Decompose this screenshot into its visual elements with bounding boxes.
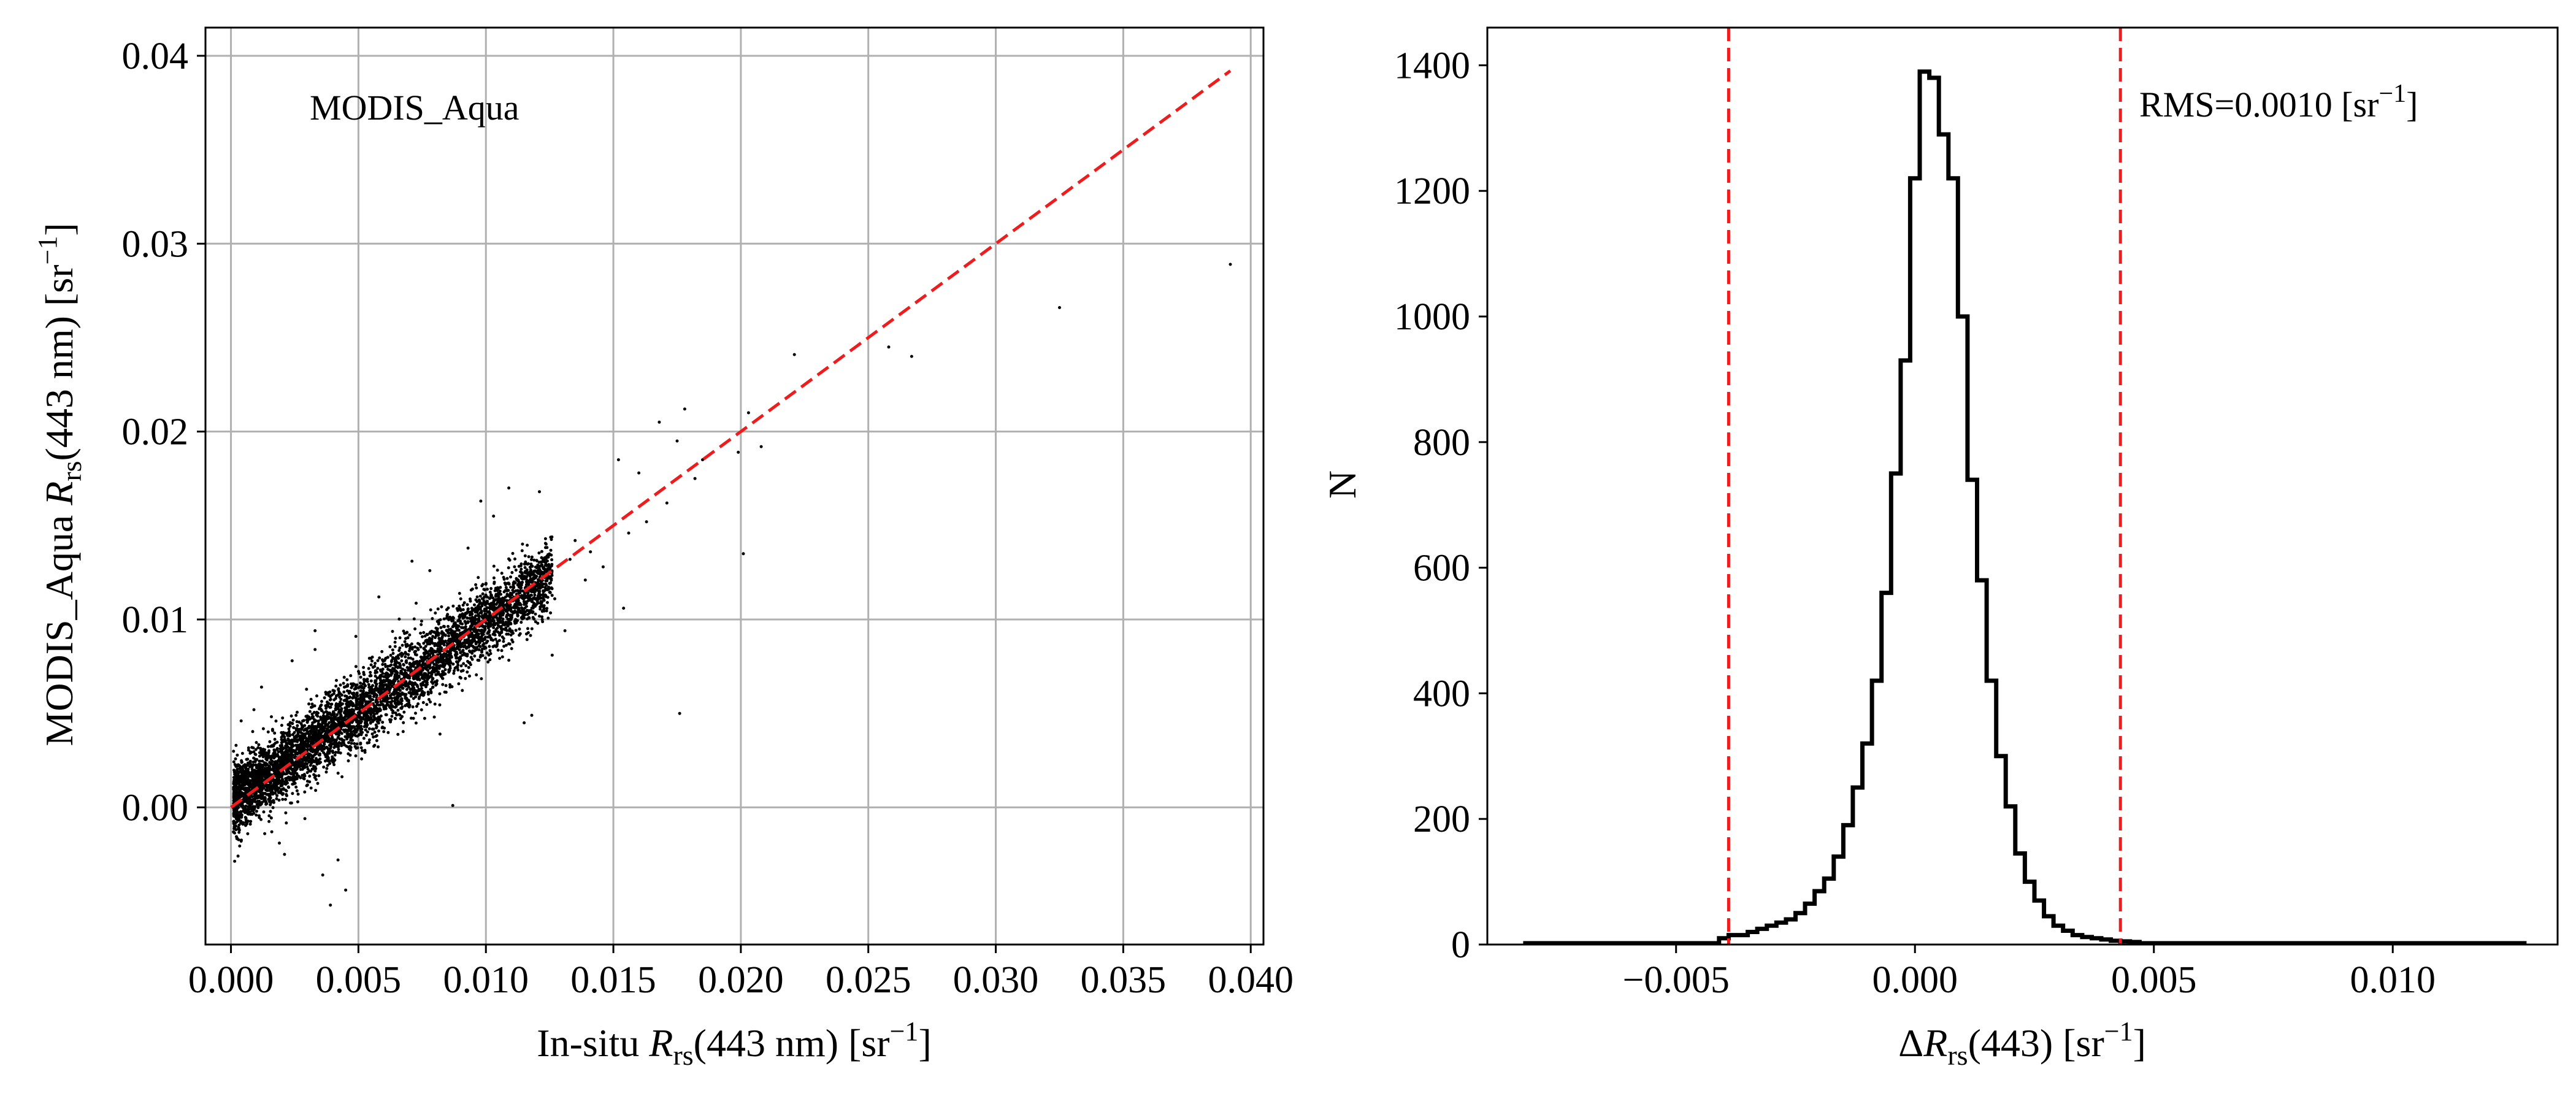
x-tick-label: 0.005	[316, 959, 402, 1001]
y-tick-label: 0.02	[122, 412, 189, 453]
y-tick-label: 0.01	[122, 599, 189, 641]
histogram-y-axis-label: N	[1321, 470, 1364, 499]
x-tick-label: −0.005	[1622, 959, 1729, 1001]
x-tick-label: 0.025	[826, 959, 911, 1001]
x-tick-label: 0.010	[443, 959, 529, 1001]
scatter-annotation: MODIS_Aqua	[310, 88, 519, 128]
scatter-grid	[205, 28, 1263, 945]
x-tick-label: 0.000	[188, 959, 274, 1001]
histogram-x-axis-label: ΔRrs(443) [sr−1]	[1898, 1016, 2146, 1071]
histogram-axes-frame	[1486, 26, 2559, 946]
x-tick-label: 0.005	[2111, 959, 2197, 1001]
x-tick-label: 0.000	[1872, 959, 1958, 1001]
y-tick-label: 0.00	[122, 787, 189, 829]
histogram-step-line	[1717, 69, 2142, 945]
x-tick-label: 0.035	[1081, 959, 1167, 1001]
y-tick-label: 800	[1413, 422, 1470, 464]
y-tick-label: 0.04	[122, 36, 189, 77]
scatter-x-axis-label: In-situ Rrs(443 nm) [sr−1]	[537, 1016, 932, 1071]
one-to-one-line	[230, 69, 1232, 809]
scatter-ticks: 0.000 0.005 0.010 0.015 0.020 0.025 0.030 0.035…	[122, 36, 1294, 1001]
x-tick-label: 0.020	[698, 959, 784, 1001]
histogram-panel: −0.005 0.000 0.005 0.010 0 200 400 600 800 1000 12…	[1321, 26, 2559, 1071]
y-tick-label: 1000	[1394, 296, 1470, 338]
x-tick-label: 0.010	[2350, 959, 2436, 1001]
y-tick-label: 200	[1413, 799, 1470, 840]
y-tick-label: 1400	[1394, 45, 1470, 86]
scatter-point	[232, 263, 1232, 907]
scatter-axes-frame	[204, 26, 1265, 946]
x-tick-label: 0.015	[570, 959, 656, 1001]
histogram-annotation: RMS=0.0010 [sr−1]	[2139, 80, 2418, 125]
scatter-panel: 0.000 0.005 0.010 0.015 0.020 0.025 0.030 0.035…	[33, 26, 1294, 1071]
rms-bound-lines	[1727, 28, 2122, 945]
y-tick-label: 400	[1413, 673, 1470, 715]
scatter-y-axis-label: MODIS_Aqua Rrs(443 nm) [sr−1]	[33, 223, 87, 746]
histogram-ticks: −0.005 0.000 0.005 0.010 0 200 400 600 800 1000 12…	[1394, 45, 2436, 1001]
y-tick-label: 0	[1451, 924, 1470, 966]
y-tick-label: 1200	[1394, 171, 1470, 212]
x-tick-label: 0.030	[953, 959, 1039, 1001]
y-tick-label: 600	[1413, 548, 1470, 589]
scatter-points	[232, 263, 1232, 907]
x-tick-label: 0.040	[1208, 959, 1294, 1001]
y-tick-label: 0.03	[122, 223, 189, 265]
